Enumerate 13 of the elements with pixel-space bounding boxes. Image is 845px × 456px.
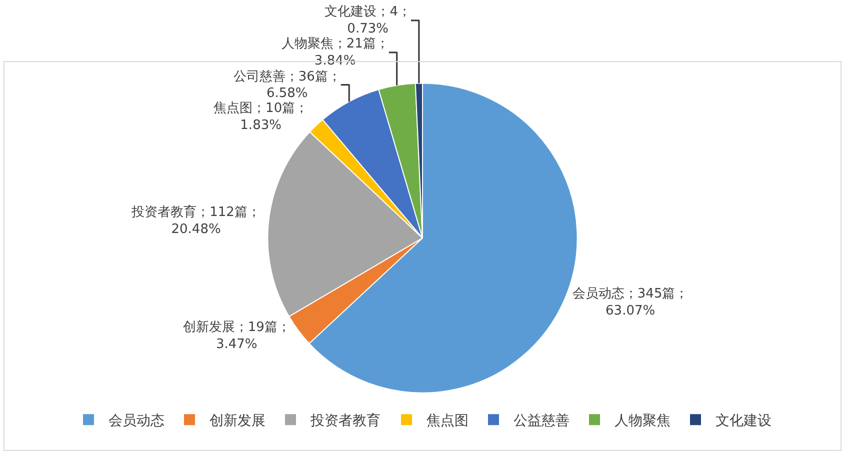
legend-label: 投资者教育 bbox=[310, 412, 380, 430]
legend-label: 人物聚焦 bbox=[614, 413, 670, 430]
legend-label: 公益慈善 bbox=[514, 412, 570, 430]
legend-label: 会员动态 bbox=[108, 413, 164, 430]
data-label: 投资者教育；112篇； 20.48% bbox=[130, 204, 260, 237]
data-label: 创新发展；19篇； 3.47% bbox=[182, 320, 290, 352]
data-label: 会员动态；345篇； 63.07% bbox=[572, 286, 688, 318]
data-label: 焦点图；10篇； 1.83% bbox=[214, 101, 308, 134]
legend-label: 创新发展 bbox=[210, 413, 266, 430]
data-label: 公司慈善；36篇； 6.58% bbox=[233, 68, 341, 102]
data-label: 文化建设；4； 0.73% bbox=[324, 4, 411, 36]
legend-label: 焦点图 bbox=[426, 413, 468, 430]
legend-label: 文化建设 bbox=[716, 413, 772, 430]
